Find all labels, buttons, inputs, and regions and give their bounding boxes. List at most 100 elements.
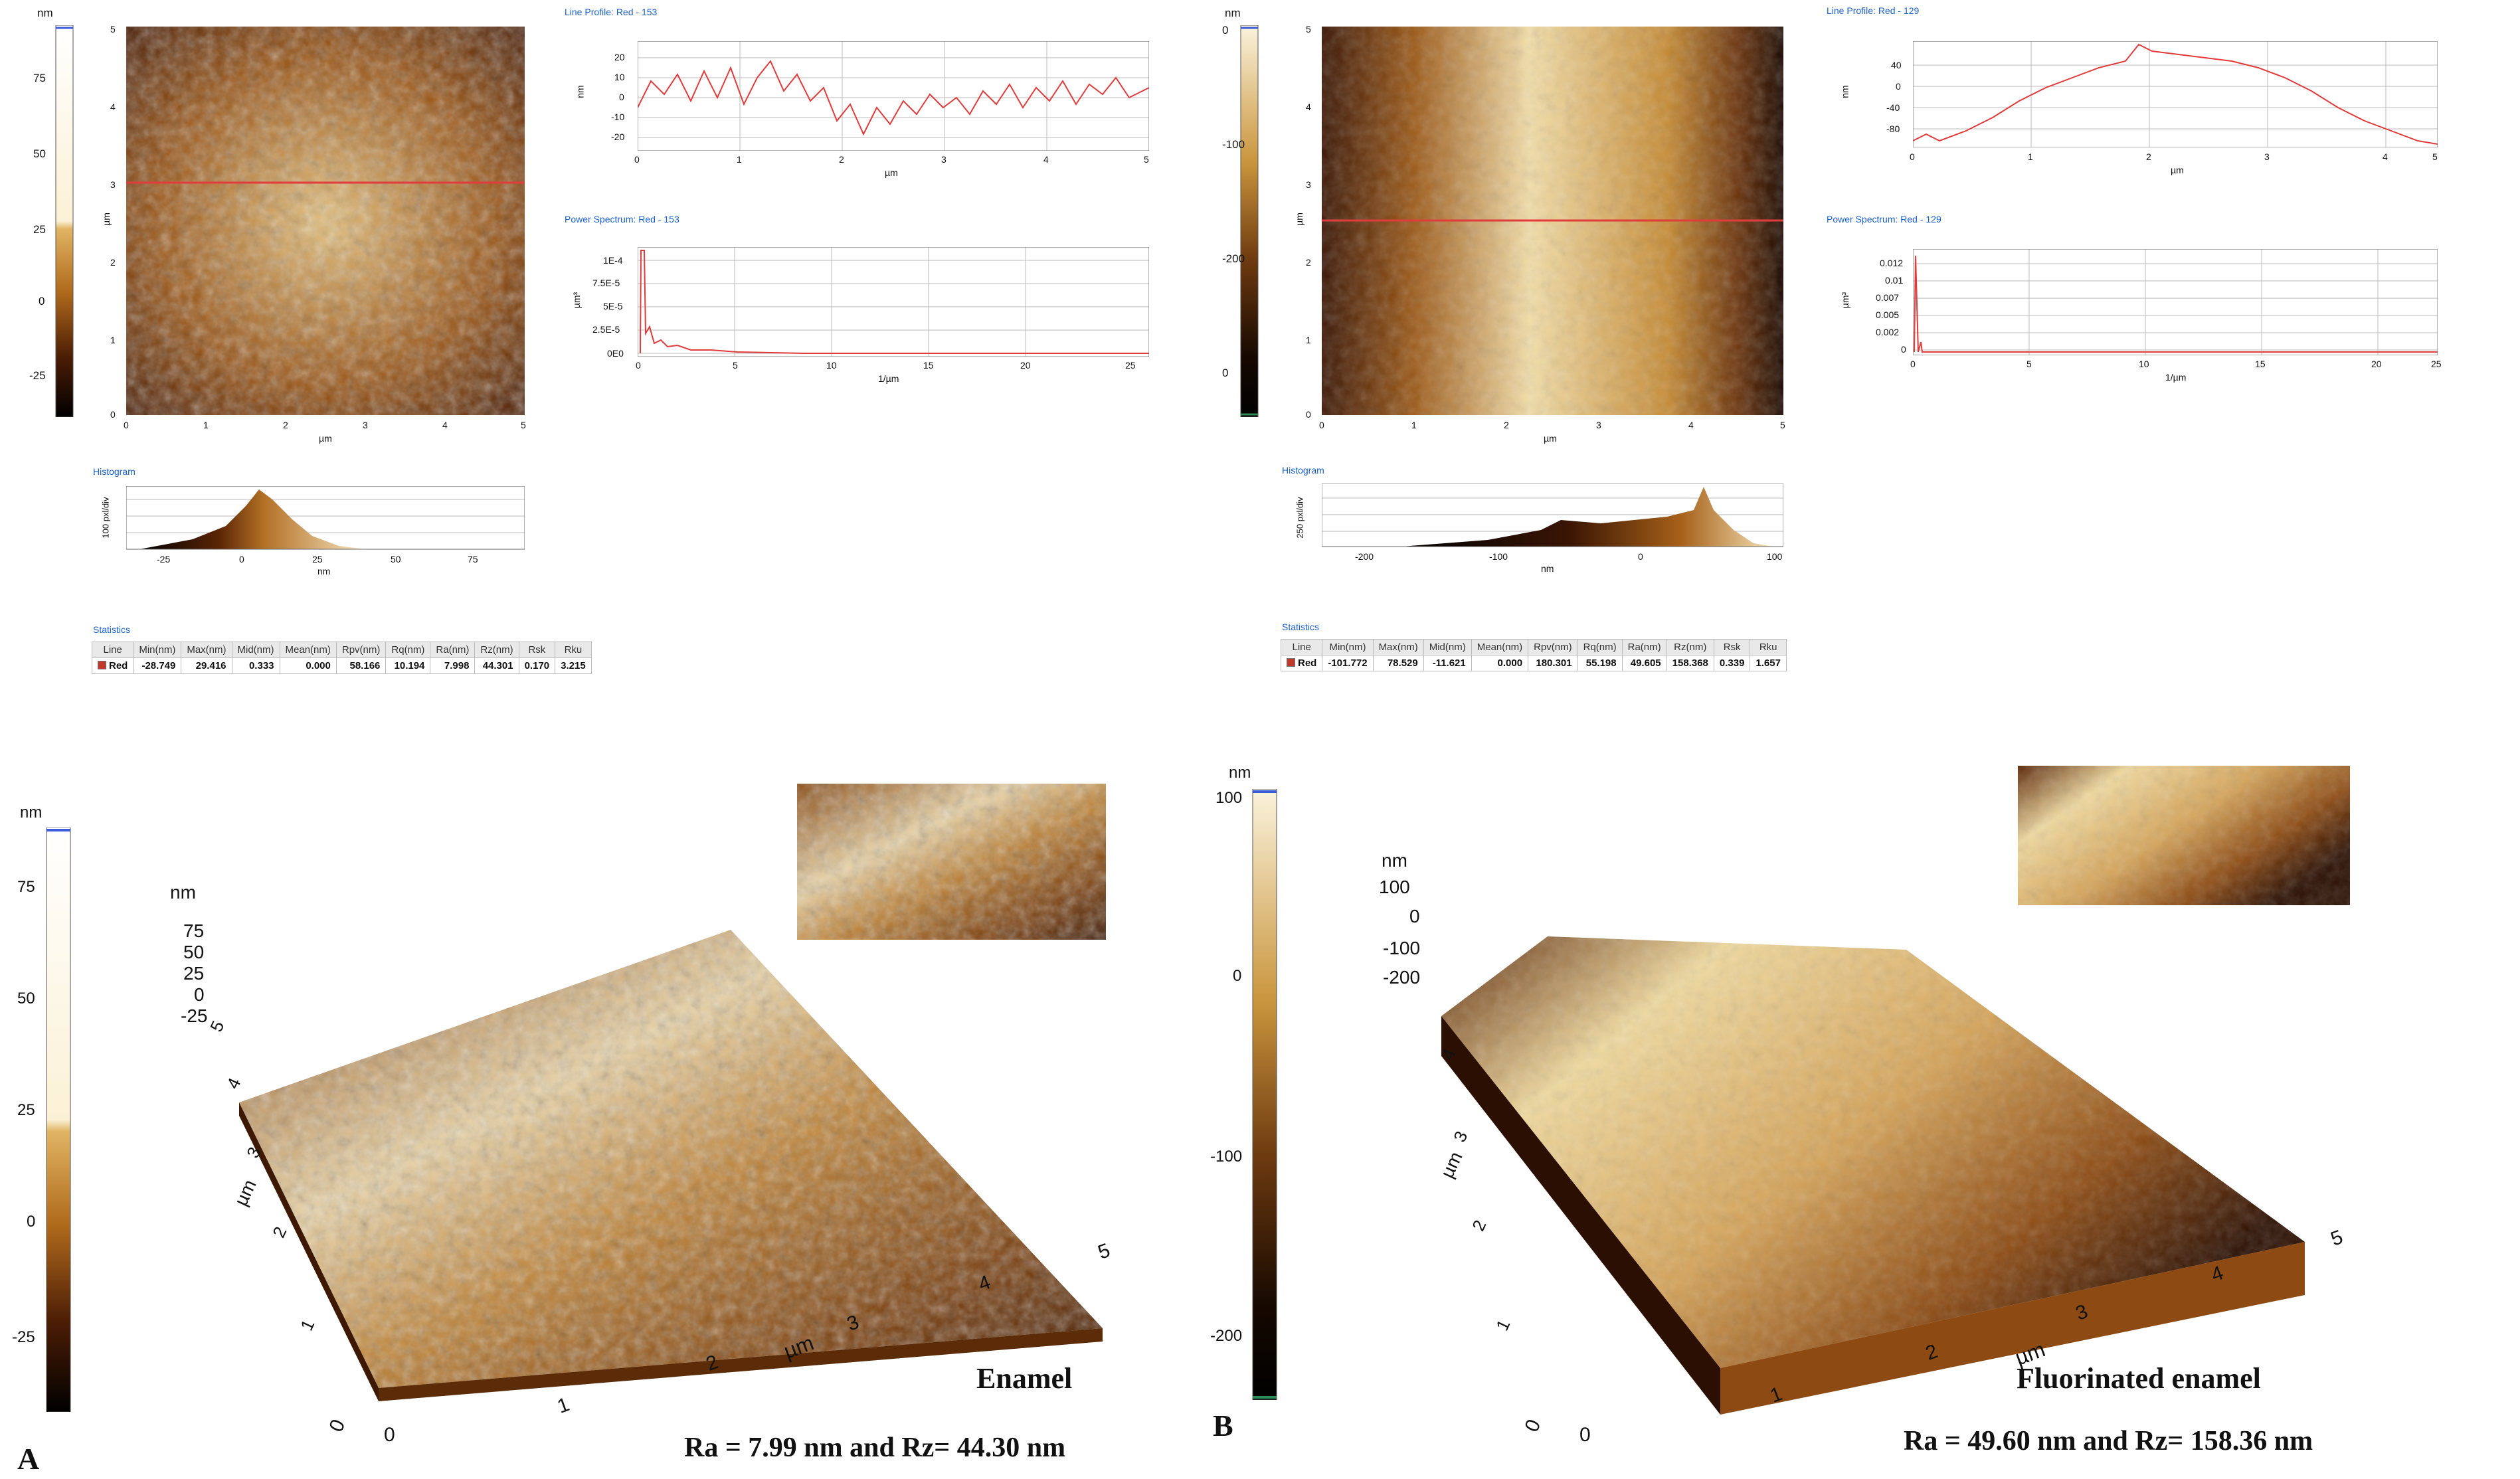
stat-header: Ra(nm) xyxy=(430,642,476,658)
surface-b-xtick-0: 0 xyxy=(1579,1424,1591,1446)
image-b-xtick-4: 4 xyxy=(1688,420,1694,430)
line-profile-a-ytick-4: -20 xyxy=(611,131,625,142)
colorbar-a-unit: nm xyxy=(37,7,53,19)
surface-b-ztick-100: 100 xyxy=(1379,877,1410,897)
power-spectrum-a-xtick-0: 0 xyxy=(636,360,641,371)
panel-a-caption: Ra = 7.99 nm and Rz= 44.30 nm xyxy=(684,1433,1066,1463)
line-profile-b-ylabel: nm xyxy=(1839,85,1850,98)
surface-a-inset xyxy=(797,784,1106,940)
colorbar-b-tick-0: 0 xyxy=(1222,24,1229,37)
stat-header: Rku xyxy=(1750,639,1787,655)
stat-cell: 180.301 xyxy=(1528,655,1578,671)
surface-a-ztick-75: 75 xyxy=(183,920,205,941)
image-b-yunit: µm xyxy=(1293,213,1305,226)
histogram-b-xtick-3: 100 xyxy=(1767,551,1783,562)
line-profile-a-ytick-2: 0 xyxy=(619,92,624,102)
line-profile-a-plot xyxy=(638,41,1149,151)
statistics-a-table: Line Min(nm) Max(nm) Mid(nm) Mean(nm) Rp… xyxy=(91,642,592,674)
stat-cell: 3.215 xyxy=(555,657,592,674)
colorbar-b-3d-tick-100: 100 xyxy=(1215,789,1243,807)
line-profile-b-title[interactable]: Line Profile: Red - 129 xyxy=(1827,5,1920,16)
line-profile-a-xtick-0: 0 xyxy=(634,154,640,165)
image-b-ytick-0: 0 xyxy=(1306,409,1311,420)
line-profile-a-ylabel: nm xyxy=(575,85,586,98)
panel-b-letter: B xyxy=(1213,1409,1233,1442)
stat-cell: 55.198 xyxy=(1577,655,1623,671)
line-profile-b-xtick-5: 5 xyxy=(2432,151,2438,162)
colorbar-b-tick-n200: -200 xyxy=(1222,252,1245,265)
line-profile-a-xtick-5: 5 xyxy=(1144,154,1149,165)
image-a-xtick-3: 3 xyxy=(363,420,368,430)
power-spectrum-a-title[interactable]: Power Spectrum: Red - 153 xyxy=(565,214,679,224)
stat-cell: -28.749 xyxy=(133,657,182,674)
image-b-ytick-1: 1 xyxy=(1306,335,1311,345)
power-spectrum-b-title[interactable]: Power Spectrum: Red - 129 xyxy=(1827,214,1941,224)
surface-b-ztick-0: 0 xyxy=(1409,906,1420,926)
stat-cell-line[interactable]: Red xyxy=(1280,655,1323,671)
histogram-a-xtick-4: 75 xyxy=(468,554,478,565)
histogram-a-title[interactable]: Histogram xyxy=(93,466,135,477)
statistics-a-header-row: Line Min(nm) Max(nm) Mid(nm) Mean(nm) Rp… xyxy=(91,642,592,658)
histogram-a-xtick-2: 25 xyxy=(312,554,323,565)
power-spectrum-a-ytick-1: 7.5E-5 xyxy=(592,278,620,288)
stat-cell: 78.529 xyxy=(1372,655,1424,671)
image-a-xtick-0: 0 xyxy=(124,420,129,430)
line-profile-a-ytick-0: 20 xyxy=(614,52,625,62)
stat-cell: 0.333 xyxy=(231,657,280,674)
power-spectrum-a-xtick-1: 5 xyxy=(733,360,738,371)
stat-header: Mid(nm) xyxy=(231,642,280,658)
line-profile-b-xlabel: µm xyxy=(2171,165,2184,175)
line-profile-a-title[interactable]: Line Profile: Red - 153 xyxy=(565,7,658,17)
image-b-xtick-5: 5 xyxy=(1780,420,1785,430)
stat-cell: 10.194 xyxy=(385,657,431,674)
colorbar-b-3d xyxy=(1252,789,1277,1400)
image-a-xtick-2: 2 xyxy=(283,420,288,430)
statistics-a-title[interactable]: Statistics xyxy=(93,624,131,635)
power-spectrum-b-xtick-2: 10 xyxy=(2139,359,2149,369)
line-profile-b-xtick-0: 0 xyxy=(1910,151,1915,162)
power-spectrum-b-ytick-2: 0.007 xyxy=(1876,292,1900,303)
surface-a-ztick-50: 50 xyxy=(183,942,205,962)
colorbar-a-tick-75: 75 xyxy=(33,72,46,84)
afm-image-a-2d xyxy=(126,27,525,415)
power-spectrum-b-ylabel: µm³ xyxy=(1840,292,1851,309)
surface-b-ztick-n100: -100 xyxy=(1383,938,1421,958)
power-spectrum-a-xtick-2: 10 xyxy=(826,360,837,371)
stat-header: Rz(nm) xyxy=(1666,639,1714,655)
histogram-b-title[interactable]: Histogram xyxy=(1282,465,1324,476)
stat-header: Rku xyxy=(555,642,592,658)
red-line-checkbox[interactable] xyxy=(1287,658,1295,667)
stat-header: Rpv(nm) xyxy=(1528,639,1578,655)
image-a-yunit: µm xyxy=(100,213,112,226)
image-a-xtick-1: 1 xyxy=(203,420,209,430)
stat-header: Max(nm) xyxy=(1372,639,1424,655)
surface-a-xtick-0: 0 xyxy=(384,1424,395,1446)
image-a-ytick-1: 1 xyxy=(110,335,116,345)
power-spectrum-a-ytick-2: 5E-5 xyxy=(603,301,623,311)
power-spectrum-b-xtick-1: 5 xyxy=(2026,359,2032,369)
image-a-ytick-4: 4 xyxy=(110,102,116,112)
image-a-ytick-3: 3 xyxy=(110,179,116,190)
stat-cell-line[interactable]: Red xyxy=(91,657,134,674)
stat-header: Mid(nm) xyxy=(1423,639,1472,655)
statistics-b-row-red[interactable]: Red -101.772 78.529 -11.621 0.000 180.30… xyxy=(1280,655,1787,671)
power-spectrum-b-xtick-3: 15 xyxy=(2255,359,2266,369)
statistics-a-row-red[interactable]: Red -28.749 29.416 0.333 0.000 58.166 10… xyxy=(91,657,592,674)
stat-header: Rz(nm) xyxy=(474,642,519,658)
surface-b-3d xyxy=(1441,936,2305,1415)
stat-cell: -11.621 xyxy=(1423,655,1472,671)
power-spectrum-b-ytick-1: 0.01 xyxy=(1885,275,1904,286)
red-line-checkbox[interactable] xyxy=(98,661,106,669)
histogram-a-xtick-1: 0 xyxy=(239,554,244,565)
image-b-ytick-4: 4 xyxy=(1306,102,1311,112)
surface-b-inset xyxy=(2018,766,2350,905)
stat-header: Rsk xyxy=(518,642,556,658)
stat-header: Line xyxy=(1280,639,1323,655)
histogram-a-ylabel: 100 pxl/div xyxy=(100,497,111,539)
stat-header: Min(nm) xyxy=(1322,639,1374,655)
statistics-b-title[interactable]: Statistics xyxy=(1282,622,1320,632)
line-profile-b-xtick-3: 3 xyxy=(2264,151,2270,162)
stat-cell: 58.166 xyxy=(335,657,387,674)
surface-a-ztick-n25: -25 xyxy=(181,1005,208,1026)
surface-b-ztick-n200: -200 xyxy=(1383,967,1421,988)
